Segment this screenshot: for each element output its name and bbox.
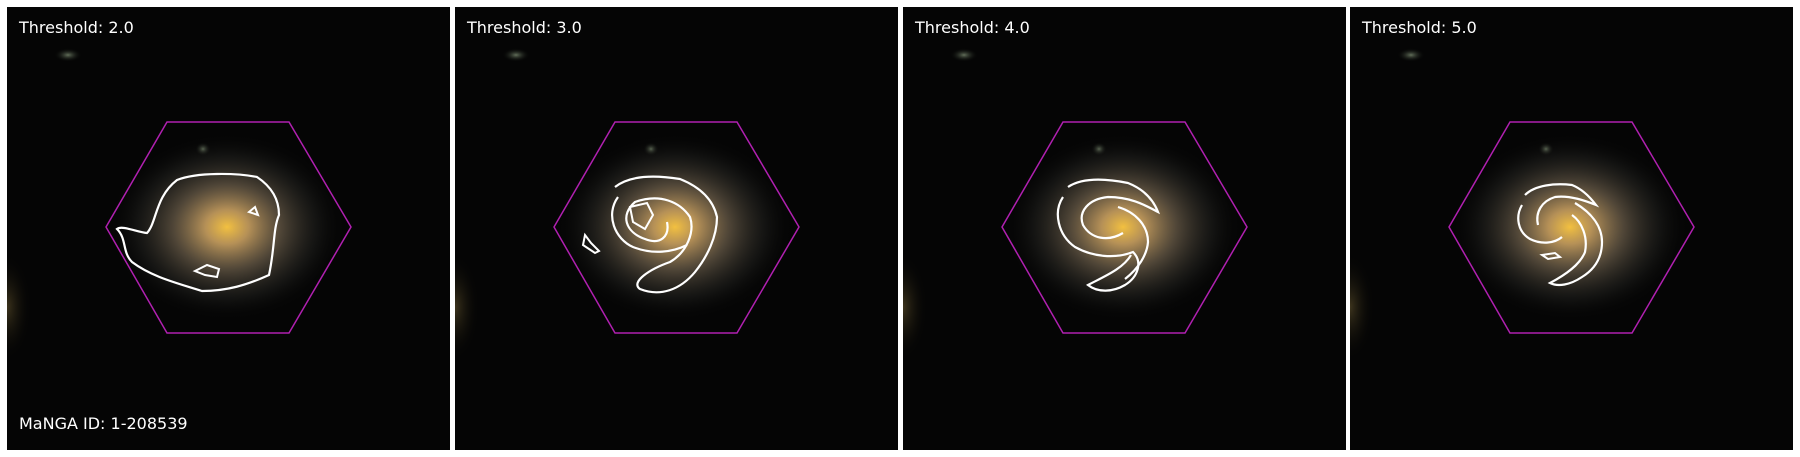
background-star	[1350, 252, 1375, 362]
ifu-hexagon	[1001, 121, 1248, 334]
ifu-hexagon	[553, 121, 800, 334]
background-star	[950, 48, 978, 62]
galaxy	[107, 132, 347, 322]
threshold-label: Threshold: 2.0	[19, 18, 134, 37]
contour	[115, 172, 281, 293]
background-star	[455, 252, 480, 362]
contour	[246, 205, 260, 217]
contour	[611, 196, 688, 253]
panel-threshold-2: Threshold: 2.0 MaNGA ID: 1-208539	[7, 7, 450, 450]
contour	[1539, 251, 1563, 261]
contour	[1547, 202, 1604, 287]
galaxy-image	[7, 48, 352, 362]
galaxy	[1450, 132, 1690, 322]
galaxy	[1003, 132, 1243, 322]
contour	[628, 201, 655, 231]
contour	[1067, 178, 1161, 240]
ifu-hexagon	[1448, 121, 1695, 334]
panel-threshold-4: Threshold: 4.0	[903, 7, 1346, 450]
background-star	[7, 252, 32, 362]
contour	[1524, 183, 1600, 226]
panel-threshold-3: Threshold: 3.0	[455, 7, 898, 450]
panel-threshold-5: Threshold: 5.0	[1350, 7, 1793, 450]
threshold-label: Threshold: 4.0	[915, 18, 1030, 37]
background-star	[1397, 48, 1425, 62]
galaxy-image	[903, 48, 1248, 362]
galaxy-image	[1350, 48, 1695, 362]
contour	[1056, 196, 1140, 292]
background-star	[54, 48, 82, 62]
contour	[192, 263, 221, 279]
contour	[581, 232, 601, 255]
galaxy	[555, 132, 795, 322]
contour	[1517, 204, 1563, 244]
threshold-label: Threshold: 3.0	[467, 18, 582, 37]
background-star	[502, 48, 530, 62]
threshold-label: Threshold: 5.0	[1362, 18, 1477, 37]
contour	[1117, 205, 1150, 280]
background-star	[903, 252, 928, 362]
galaxy-image	[455, 48, 800, 362]
contour	[614, 175, 719, 294]
manga-id-label: MaNGA ID: 1-208539	[19, 414, 188, 433]
ifu-hexagon	[105, 121, 352, 334]
